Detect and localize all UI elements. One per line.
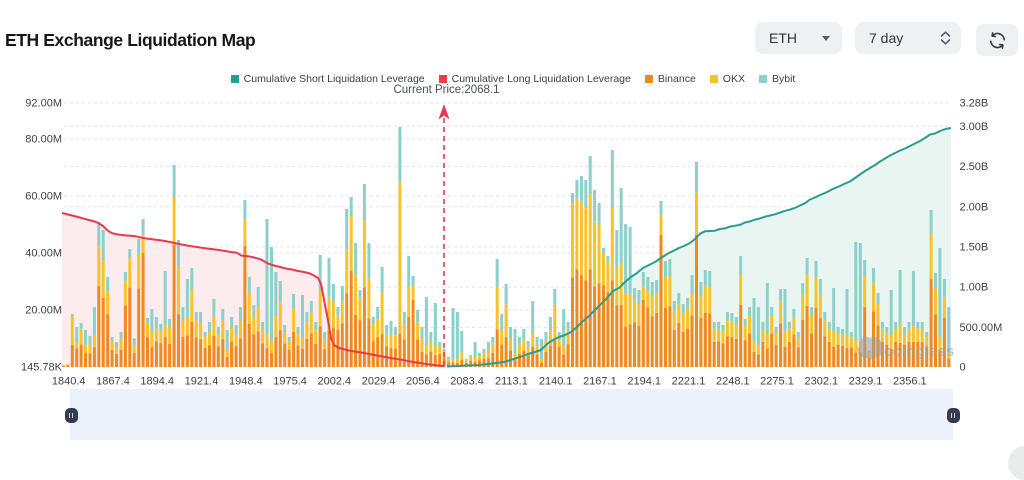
svg-text:2113.1: 2113.1: [495, 376, 528, 388]
svg-text:2029.4: 2029.4: [362, 376, 396, 388]
svg-text:2329.1: 2329.1: [849, 376, 883, 388]
svg-text:2140.1: 2140.1: [539, 376, 573, 388]
svg-text:1840.4: 1840.4: [52, 376, 86, 388]
svg-text:145.78K: 145.78K: [21, 362, 63, 374]
svg-text:2002.4: 2002.4: [317, 376, 351, 388]
svg-text:0: 0: [960, 362, 966, 374]
svg-text:1.00B: 1.00B: [960, 282, 989, 294]
svg-text:2302.1: 2302.1: [804, 376, 838, 388]
svg-text:2275.1: 2275.1: [760, 376, 794, 388]
svg-text:80.00M: 80.00M: [25, 134, 62, 146]
svg-text:1867.4: 1867.4: [96, 376, 130, 388]
svg-text:1921.4: 1921.4: [185, 376, 219, 388]
svg-text:3.28B: 3.28B: [960, 98, 989, 110]
svg-text:500.00M: 500.00M: [960, 322, 1003, 334]
svg-text:1.50B: 1.50B: [960, 242, 989, 254]
svg-text:1975.4: 1975.4: [273, 376, 307, 388]
svg-text:2056.4: 2056.4: [406, 376, 440, 388]
svg-text:1948.4: 1948.4: [229, 376, 263, 388]
svg-text:2.00B: 2.00B: [960, 201, 989, 213]
svg-text:20.00M: 20.00M: [25, 305, 62, 317]
svg-text:1894.4: 1894.4: [140, 376, 174, 388]
svg-text:2356.1: 2356.1: [893, 376, 927, 388]
svg-text:2.50B: 2.50B: [960, 161, 989, 173]
svg-text:2248.1: 2248.1: [716, 376, 750, 388]
svg-text:2083.4: 2083.4: [450, 376, 484, 388]
svg-text:2221.1: 2221.1: [672, 376, 706, 388]
svg-text:92.00M: 92.00M: [25, 98, 62, 110]
svg-text:40.00M: 40.00M: [25, 248, 62, 260]
svg-text:coinglass: coinglass: [884, 344, 955, 360]
svg-text:2167.1: 2167.1: [583, 376, 617, 388]
svg-text:60.00M: 60.00M: [25, 191, 62, 203]
svg-text:2194.1: 2194.1: [627, 376, 661, 388]
svg-text:3.00B: 3.00B: [960, 121, 989, 133]
